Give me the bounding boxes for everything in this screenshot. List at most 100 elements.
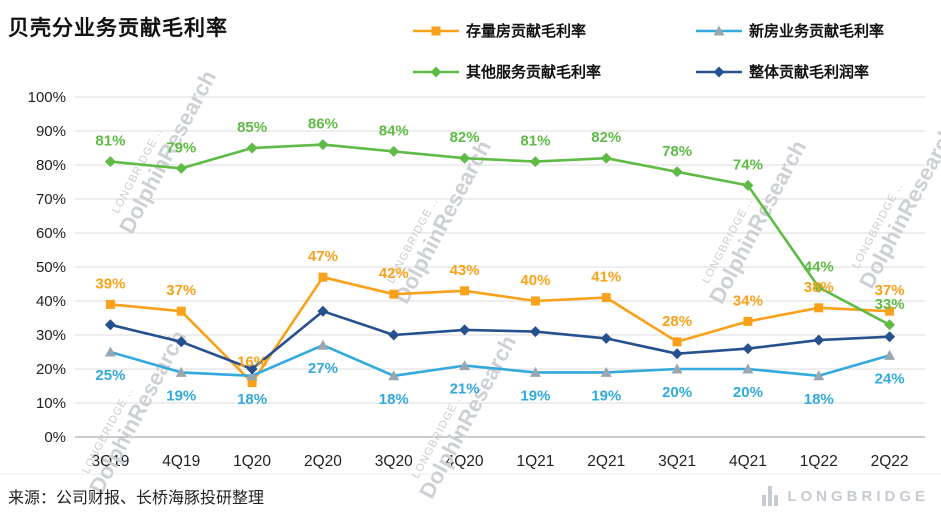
square-marker-icon [460,286,470,296]
watermark: LONGBRIDGE ..DolphinResearch [410,331,521,502]
data-label: 28% [662,313,692,330]
data-label: 24% [875,370,905,387]
longbridge-logo: LONGBRIDGE [762,486,929,506]
chart-legend: 存量房贡献毛利率 新房业务贡献毛利率其他服务贡献毛利率 整体贡献毛利润率 [413,20,884,82]
y-axis-label: 100% [28,89,66,106]
data-label: 21% [450,381,480,398]
diamond-marker-icon [317,305,329,317]
legend-item: 整体贡献毛利润率 [696,61,884,82]
triangle-marker-icon [246,370,258,381]
data-label: 27% [308,360,338,377]
chart-header: 贝壳分业务贡献毛利率 存量房贡献毛利率 新房业务贡献毛利率 其他服务贡献毛利率 整体贡… [0,0,941,92]
watermark-big-text: DolphinResearch [414,331,521,502]
series-line [109,275,891,384]
data-label: 43% [450,262,480,279]
diamond-marker-icon [600,332,612,344]
data-label: 25% [95,367,125,384]
diamond-marker-icon [600,152,612,164]
x-axis-label: 1Q21 [516,453,554,470]
x-axis-label: 1Q22 [800,453,838,470]
data-label: 33% [875,296,905,313]
diamond-marker-icon [104,319,116,331]
triangle-marker-icon [104,346,116,357]
legend-item: 存量房贡献毛利率 [413,20,601,41]
legend-label: 整体贡献毛利润率 [749,64,870,81]
square-marker-icon [247,378,257,388]
square-marker-icon [814,303,824,313]
triangle-marker-icon [600,366,612,377]
data-label: 82% [591,129,621,146]
diamond-marker-icon [175,336,187,348]
y-axis-label: 50% [36,259,66,276]
data-label: 79% [166,139,196,156]
triangle-marker-icon [459,360,471,371]
diamond-marker-icon [459,324,471,336]
y-axis-label: 70% [36,191,66,208]
data-label: 16% [237,354,267,371]
series-line [109,309,891,371]
x-axis-label: 3Q20 [375,453,413,470]
diamond-marker-icon [671,348,683,360]
triangle-legend-marker-icon [696,25,743,35]
data-label: 84% [379,122,409,139]
triangle-marker-icon [317,339,329,350]
diamond-marker-icon [246,142,258,154]
legend-label: 存量房贡献毛利率 [466,23,587,40]
triangle-marker-icon [742,363,754,374]
data-label: 20% [662,384,692,401]
diamond-marker-icon [529,156,541,168]
diamond-marker-icon [175,162,187,174]
x-axis-label: 2Q21 [587,453,625,470]
square-marker-icon [176,306,186,316]
square-marker-icon [885,306,895,316]
data-label: 18% [237,391,267,408]
data-label: 44% [804,258,834,275]
y-axis-label: 10% [36,395,66,412]
square-marker-icon [105,299,115,309]
square-marker-icon [389,289,399,299]
triangle-marker-icon [884,349,896,360]
diamond-marker-icon [529,326,541,338]
series-line [109,343,891,378]
x-axis-label: 1Q20 [233,453,271,470]
y-axis-label: 30% [36,327,66,344]
diamond-marker-icon [742,179,754,191]
longbridge-logo-text: LONGBRIDGE [787,487,929,505]
diamond-marker-icon [742,343,754,355]
data-label: 47% [308,248,338,265]
legend-item: 新房业务贡献毛利率 [696,20,884,41]
diamond-marker-icon [317,139,329,151]
series-line [109,143,891,327]
square-legend-marker-icon [413,26,459,35]
triangle-marker-icon [813,370,825,381]
y-axis-label: 20% [36,361,66,378]
data-label: 41% [591,269,621,286]
diamond-marker-icon [884,319,896,331]
y-axis-label: 80% [36,157,66,174]
data-label: 78% [662,143,692,160]
triangle-marker-icon [713,25,725,35]
x-axis-label: 3Q19 [91,453,129,470]
square-marker-icon [431,26,441,35]
x-axis-label: 3Q21 [658,453,696,470]
diamond-marker-icon [813,334,825,346]
diamond-marker-icon [713,66,725,77]
y-axis-label: 90% [36,123,66,140]
x-axis-label: 4Q20 [446,453,484,470]
legend-item: 其他服务贡献毛利率 [413,61,601,82]
data-label: 37% [166,282,196,299]
data-label: 38% [804,279,834,296]
data-label: 81% [520,133,550,150]
data-label: 18% [804,391,834,408]
triangle-marker-icon [175,366,187,377]
diamond-marker-icon [246,363,258,375]
data-label: 20% [733,384,763,401]
diamond-marker-icon [813,281,825,293]
data-label: 81% [95,133,125,150]
y-axis-label: 0% [44,429,66,446]
diamond-legend-marker-icon [696,66,743,77]
data-label: 85% [237,119,267,136]
square-marker-icon [318,272,328,282]
